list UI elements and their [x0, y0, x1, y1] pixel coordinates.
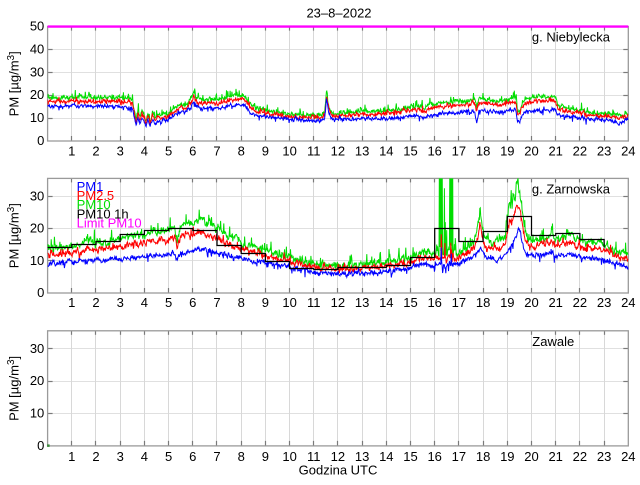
svg-text:4: 4: [141, 295, 148, 310]
svg-text:23–8–2022: 23–8–2022: [306, 6, 371, 21]
svg-text:2: 2: [92, 295, 99, 310]
svg-text:6: 6: [189, 143, 196, 158]
svg-text:3: 3: [117, 295, 124, 310]
svg-text:23: 23: [597, 143, 611, 158]
svg-text:19: 19: [500, 143, 514, 158]
svg-text:PM1: PM1: [77, 179, 104, 194]
svg-text:7: 7: [213, 143, 220, 158]
svg-text:19: 19: [500, 295, 514, 310]
svg-text:24: 24: [621, 449, 635, 464]
svg-text:8: 8: [238, 295, 245, 310]
svg-text:10: 10: [282, 449, 296, 464]
svg-text:21: 21: [548, 295, 562, 310]
svg-text:PM [µg/m3]: PM [µg/m3]: [6, 203, 22, 268]
svg-text:19: 19: [500, 449, 514, 464]
svg-text:18: 18: [476, 449, 490, 464]
svg-text:17: 17: [452, 449, 466, 464]
svg-text:20: 20: [524, 143, 538, 158]
svg-text:23: 23: [597, 295, 611, 310]
svg-text:2: 2: [92, 143, 99, 158]
svg-text:15: 15: [403, 295, 417, 310]
svg-text:10: 10: [282, 295, 296, 310]
svg-text:13: 13: [355, 295, 369, 310]
svg-text:22: 22: [573, 143, 587, 158]
svg-text:g. Zarnowska: g. Zarnowska: [532, 181, 611, 196]
svg-text:8: 8: [238, 449, 245, 464]
svg-text:8: 8: [238, 143, 245, 158]
svg-text:50: 50: [30, 19, 44, 34]
svg-text:16: 16: [427, 449, 441, 464]
svg-text:40: 40: [30, 42, 44, 57]
svg-text:6: 6: [189, 449, 196, 464]
svg-text:2: 2: [92, 449, 99, 464]
svg-text:13: 13: [355, 143, 369, 158]
svg-text:20: 20: [30, 221, 44, 236]
svg-text:10: 10: [30, 406, 44, 421]
svg-text:0: 0: [37, 438, 44, 453]
svg-text:18: 18: [476, 295, 490, 310]
svg-text:17: 17: [452, 143, 466, 158]
svg-text:20: 20: [524, 449, 538, 464]
svg-text:PM [µg/m3]: PM [µg/m3]: [6, 51, 22, 116]
svg-text:14: 14: [379, 449, 393, 464]
svg-text:3: 3: [117, 449, 124, 464]
svg-text:PM [µg/m3]: PM [µg/m3]: [6, 356, 22, 421]
svg-text:0: 0: [37, 285, 44, 300]
svg-text:23: 23: [597, 449, 611, 464]
svg-text:PM10 1h: PM10 1h: [77, 206, 129, 221]
svg-text:30: 30: [30, 188, 44, 203]
svg-text:15: 15: [403, 449, 417, 464]
svg-text:6: 6: [189, 295, 196, 310]
svg-text:4: 4: [141, 143, 148, 158]
svg-text:12: 12: [331, 449, 345, 464]
svg-text:1: 1: [68, 449, 75, 464]
svg-text:5: 5: [165, 295, 172, 310]
svg-text:24: 24: [621, 295, 635, 310]
svg-text:11: 11: [307, 449, 321, 464]
svg-text:22: 22: [573, 449, 587, 464]
svg-text:10: 10: [282, 143, 296, 158]
svg-text:11: 11: [307, 295, 321, 310]
svg-text:9: 9: [262, 295, 269, 310]
svg-text:9: 9: [262, 143, 269, 158]
svg-text:22: 22: [573, 295, 587, 310]
svg-text:20: 20: [30, 87, 44, 102]
svg-text:24: 24: [621, 143, 635, 158]
svg-text:18: 18: [476, 143, 490, 158]
svg-text:14: 14: [379, 295, 393, 310]
svg-text:PM10: PM10: [77, 197, 111, 212]
svg-text:1: 1: [68, 143, 75, 158]
svg-text:1: 1: [68, 295, 75, 310]
svg-text:3: 3: [117, 143, 124, 158]
svg-text:10: 10: [30, 253, 44, 268]
svg-text:20: 20: [30, 373, 44, 388]
svg-text:g. Niebylecka: g. Niebylecka: [532, 30, 611, 45]
svg-text:20: 20: [524, 295, 538, 310]
svg-text:16: 16: [427, 143, 441, 158]
svg-text:11: 11: [307, 143, 321, 158]
svg-text:PM2.5: PM2.5: [77, 188, 115, 203]
svg-text:12: 12: [331, 295, 345, 310]
svg-text:Limit PM10: Limit PM10: [77, 216, 142, 231]
svg-text:13: 13: [355, 449, 369, 464]
svg-text:Zawale: Zawale: [532, 334, 574, 349]
svg-text:0: 0: [37, 133, 44, 148]
svg-text:7: 7: [213, 449, 220, 464]
svg-text:30: 30: [30, 64, 44, 79]
svg-text:14: 14: [379, 143, 393, 158]
svg-text:30: 30: [30, 341, 44, 356]
svg-text:12: 12: [331, 143, 345, 158]
svg-text:7: 7: [213, 295, 220, 310]
svg-text:15: 15: [403, 143, 417, 158]
svg-text:21: 21: [548, 143, 562, 158]
svg-text:16: 16: [427, 295, 441, 310]
svg-text:17: 17: [452, 295, 466, 310]
svg-text:10: 10: [30, 110, 44, 125]
svg-text:5: 5: [165, 143, 172, 158]
svg-text:9: 9: [262, 449, 269, 464]
svg-text:4: 4: [141, 449, 148, 464]
svg-text:Godzina UTC: Godzina UTC: [299, 463, 378, 478]
svg-text:21: 21: [548, 449, 562, 464]
svg-text:5: 5: [165, 449, 172, 464]
